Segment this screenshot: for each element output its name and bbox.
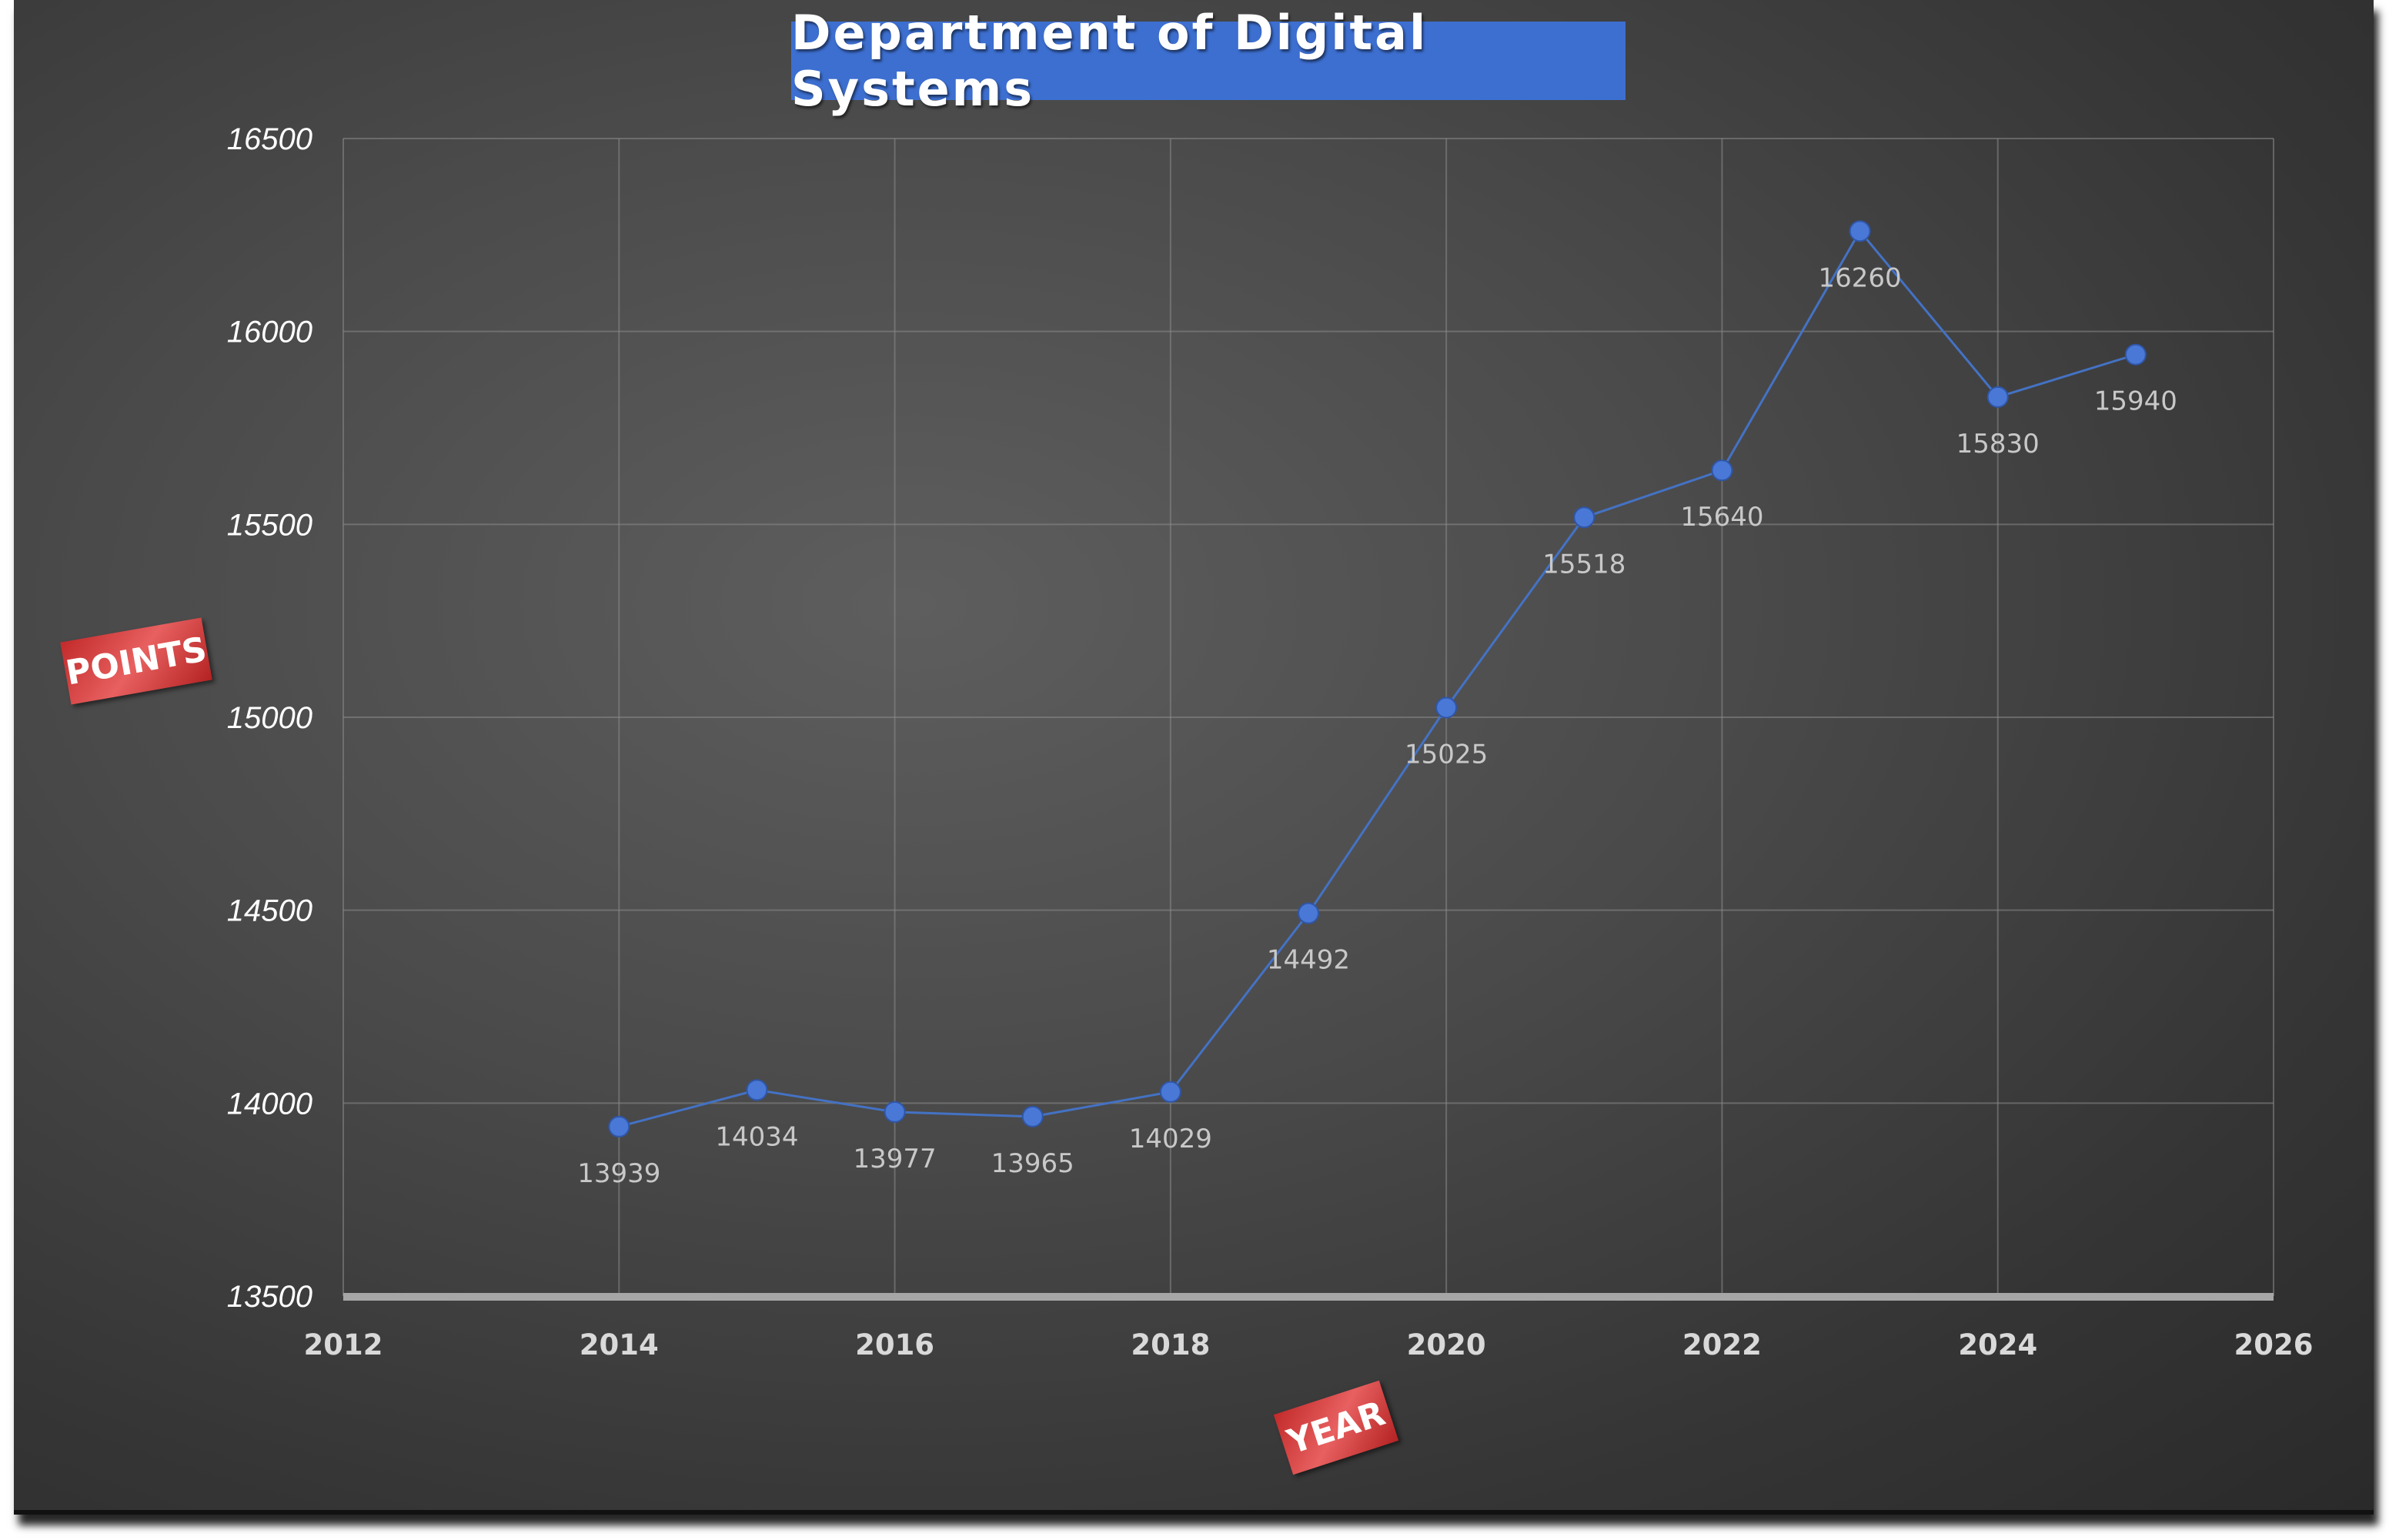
data-label: 15940	[2094, 386, 2177, 417]
x-axis-bar	[343, 1293, 2274, 1301]
data-point	[1986, 386, 2009, 408]
data-point	[2124, 343, 2147, 366]
data-label: 14492	[1267, 945, 1350, 976]
x-tick-label: 2016	[855, 1328, 934, 1361]
data-point	[1573, 506, 1595, 529]
chart-title-box: Department of Digital Systems	[791, 5, 1626, 117]
y-tick-label: 16500	[227, 122, 312, 156]
data-point	[1021, 1105, 1044, 1127]
x-tick-label: 2022	[1682, 1328, 1762, 1361]
data-point	[884, 1101, 906, 1123]
data-label: 13965	[991, 1148, 1074, 1179]
data-point	[1711, 459, 1733, 482]
data-label: 15830	[1956, 429, 2040, 459]
x-tick-label: 2018	[1131, 1328, 1210, 1361]
grid-lines	[342, 138, 2274, 1297]
x-axis-line	[343, 1293, 2274, 1301]
y-tick-label: 15000	[227, 701, 312, 735]
data-point	[1849, 220, 1871, 242]
chart-frame: 13500 14000 14500 15000 15500 16000 16500 2012…	[14, 0, 2374, 1515]
x-axis-ticks: 2012 2014 2016 2018 2020 2022 2024 2026	[304, 1328, 2314, 1361]
data-label: 16260	[1818, 262, 1901, 293]
chart-title: Department of Digital Systems	[791, 5, 1428, 117]
x-tick-label: 2020	[1407, 1328, 1486, 1361]
x-tick-label: 2024	[1958, 1328, 2037, 1361]
y-tick-label: 13500	[227, 1280, 312, 1314]
data-label: 15518	[1542, 549, 1626, 580]
data-label: 13939	[577, 1158, 660, 1189]
y-axis-ticks: 13500 14000 14500 15000 15500 16000 16500	[227, 122, 312, 1314]
data-point	[608, 1115, 630, 1137]
y-tick-label: 14000	[227, 1087, 312, 1121]
data-series	[608, 220, 2147, 1137]
y-tick-label: 16000	[227, 316, 312, 349]
data-point	[746, 1079, 768, 1101]
data-point	[1159, 1081, 1181, 1103]
data-labels: 13939 14034 13977 13965 14029 14492 15025 15518…	[577, 262, 2177, 1189]
y-tick-label: 15500	[227, 508, 312, 542]
y-tick-label: 14500	[227, 894, 312, 928]
data-point	[1298, 902, 1319, 924]
data-label: 14034	[715, 1121, 798, 1152]
series-line	[618, 229, 2137, 1128]
data-label: 13977	[853, 1144, 936, 1174]
x-tick-label: 2012	[304, 1328, 383, 1361]
x-tick-label: 2014	[580, 1328, 659, 1361]
data-point	[1435, 697, 1458, 719]
data-label: 14029	[1129, 1124, 1212, 1154]
data-label: 15640	[1680, 502, 1763, 533]
x-tick-label: 2026	[2234, 1328, 2314, 1361]
line-chart: 13500 14000 14500 15000 15500 16000 16500 2012…	[227, 122, 2314, 1361]
data-label: 15025	[1405, 739, 1488, 770]
